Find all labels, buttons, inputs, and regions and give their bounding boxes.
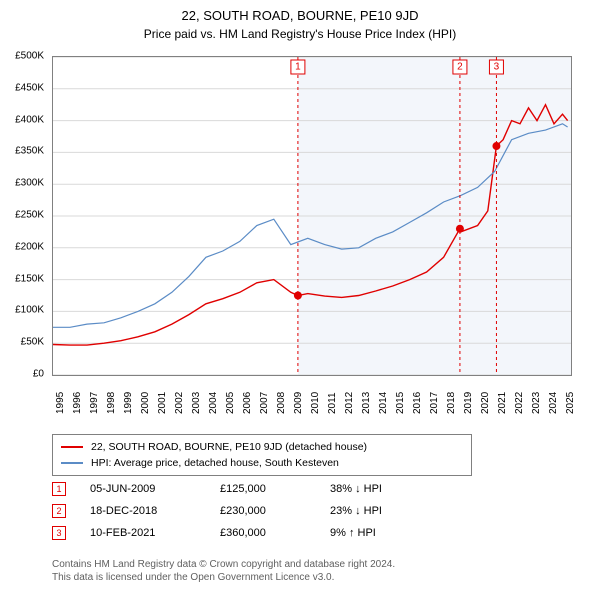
x-tick-label: 2011 — [327, 392, 338, 414]
y-tick-label: £50K — [21, 337, 44, 348]
sale-price: £230,000 — [220, 500, 330, 522]
sale-row: 2 18-DEC-2018£230,00023% ↓ HPI — [52, 500, 572, 522]
attribution-line: Contains HM Land Registry data © Crown c… — [52, 558, 572, 571]
chart-title: 22, SOUTH ROAD, BOURNE, PE10 9JD — [0, 0, 600, 23]
attribution-line: This data is licensed under the Open Gov… — [52, 571, 572, 584]
y-axis-labels: £0£50K£100K£150K£200K£250K£300K£350K£400… — [0, 56, 48, 376]
x-tick-label: 1997 — [89, 392, 100, 414]
x-tick-label: 2025 — [565, 392, 576, 414]
x-tick-label: 2019 — [463, 392, 474, 414]
legend-label: 22, SOUTH ROAD, BOURNE, PE10 9JD (detach… — [91, 439, 367, 455]
sale-date: 18-DEC-2018 — [90, 500, 220, 522]
sale-row: 1 05-JUN-2009£125,00038% ↓ HPI — [52, 478, 572, 500]
y-tick-label: £400K — [15, 114, 44, 125]
chart-subtitle: Price paid vs. HM Land Registry's House … — [0, 23, 600, 41]
legend-item: HPI: Average price, detached house, Sout… — [61, 455, 463, 471]
sale-price: £125,000 — [220, 478, 330, 500]
x-tick-label: 2015 — [395, 392, 406, 414]
x-tick-label: 2022 — [514, 392, 525, 414]
sales-table: 1 05-JUN-2009£125,00038% ↓ HPI 2 18-DEC-201… — [52, 478, 572, 544]
x-tick-label: 2021 — [497, 392, 508, 414]
sale-price: £360,000 — [220, 522, 330, 544]
chart-plot-area: 1 2 3 — [52, 56, 572, 376]
svg-text:3: 3 — [494, 62, 500, 73]
sale-marker: 3 — [52, 526, 66, 540]
legend-swatch — [61, 462, 83, 464]
x-tick-label: 2007 — [259, 392, 270, 414]
x-tick-label: 2020 — [480, 392, 491, 414]
legend-label: HPI: Average price, detached house, Sout… — [91, 455, 339, 471]
y-tick-label: £150K — [15, 273, 44, 284]
sale-marker: 1 — [52, 482, 66, 496]
y-tick-label: £500K — [15, 51, 44, 62]
x-tick-label: 2004 — [208, 392, 219, 414]
x-tick-label: 2013 — [361, 392, 372, 414]
price-index-chart-container: { "title": "22, SOUTH ROAD, BOURNE, PE10… — [0, 0, 600, 590]
x-tick-label: 2002 — [174, 392, 185, 414]
svg-text:2: 2 — [457, 62, 463, 73]
sale-date: 10-FEB-2021 — [90, 522, 220, 544]
x-tick-label: 2014 — [378, 392, 389, 414]
y-tick-label: £0 — [33, 369, 44, 380]
y-tick-label: £250K — [15, 210, 44, 221]
legend-swatch — [61, 446, 83, 448]
x-tick-label: 1996 — [72, 392, 83, 414]
chart-legend: 22, SOUTH ROAD, BOURNE, PE10 9JD (detach… — [52, 434, 472, 476]
x-axis-labels: 1995 1996 1997 1998 1999 2000 2001 2002 2003 2004… — [52, 380, 572, 432]
sale-row: 3 10-FEB-2021£360,0009% ↑ HPI — [52, 522, 572, 544]
x-tick-label: 2012 — [344, 392, 355, 414]
x-tick-label: 2001 — [157, 392, 168, 414]
x-tick-label: 2009 — [293, 392, 304, 414]
legend-item: 22, SOUTH ROAD, BOURNE, PE10 9JD (detach… — [61, 439, 463, 455]
x-tick-label: 2008 — [276, 392, 287, 414]
x-tick-label: 2005 — [225, 392, 236, 414]
y-tick-label: £200K — [15, 241, 44, 252]
y-tick-label: £350K — [15, 146, 44, 157]
x-tick-label: 1999 — [123, 392, 134, 414]
svg-text:1: 1 — [295, 62, 301, 73]
y-tick-label: £450K — [15, 82, 44, 93]
x-tick-label: 2023 — [531, 392, 542, 414]
sale-marker: 2 — [52, 504, 66, 518]
x-tick-label: 2010 — [310, 392, 321, 414]
x-tick-label: 1995 — [55, 392, 66, 414]
x-tick-label: 2024 — [548, 392, 559, 414]
attribution-text: Contains HM Land Registry data © Crown c… — [52, 558, 572, 584]
x-tick-label: 2017 — [429, 392, 440, 414]
x-tick-label: 1998 — [106, 392, 117, 414]
x-tick-label: 2018 — [446, 392, 457, 414]
sale-diff: 23% ↓ HPI — [330, 500, 382, 522]
sale-diff: 9% ↑ HPI — [330, 522, 376, 544]
sale-date: 05-JUN-2009 — [90, 478, 220, 500]
x-tick-label: 2016 — [412, 392, 423, 414]
x-tick-label: 2003 — [191, 392, 202, 414]
y-tick-label: £100K — [15, 305, 44, 316]
x-tick-label: 2006 — [242, 392, 253, 414]
sale-diff: 38% ↓ HPI — [330, 478, 382, 500]
x-tick-label: 2000 — [140, 392, 151, 414]
y-tick-label: £300K — [15, 178, 44, 189]
